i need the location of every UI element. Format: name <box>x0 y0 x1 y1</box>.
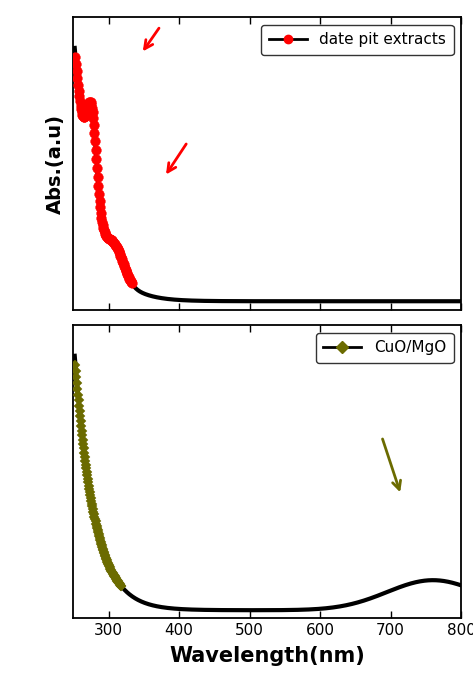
X-axis label: Wavelength(nm): Wavelength(nm) <box>169 646 365 667</box>
Y-axis label: Abs.(a.u): Abs.(a.u) <box>46 113 65 214</box>
Legend: CuO/MgO: CuO/MgO <box>315 333 454 363</box>
Legend: date pit extracts: date pit extracts <box>261 25 454 55</box>
